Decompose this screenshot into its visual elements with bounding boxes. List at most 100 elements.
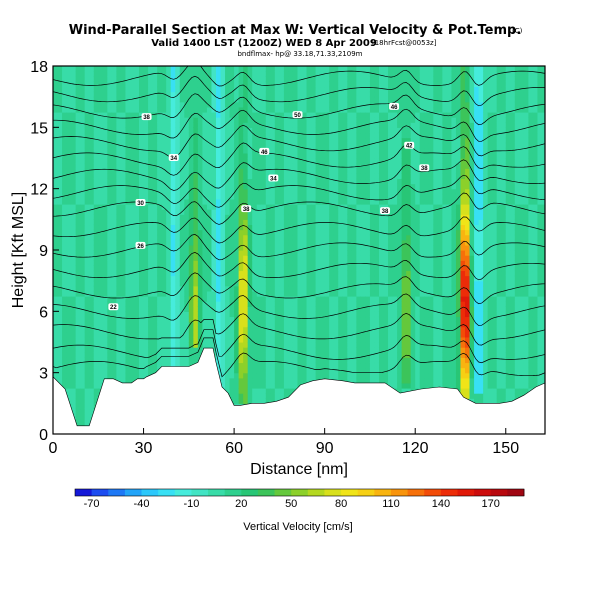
velocity-cell xyxy=(338,163,344,169)
velocity-cell xyxy=(184,239,190,246)
velocity-cell xyxy=(107,152,113,159)
velocity-cell xyxy=(152,321,158,328)
velocity-cell xyxy=(134,301,140,307)
velocity-cell xyxy=(197,255,204,261)
velocity-cell xyxy=(166,117,172,123)
velocity-cell xyxy=(320,137,326,144)
velocity-cell xyxy=(283,214,290,220)
velocity-cell xyxy=(53,362,59,369)
velocity-cell xyxy=(80,326,86,333)
velocity-cell xyxy=(57,198,63,205)
velocity-cell xyxy=(265,342,271,348)
velocity-cell xyxy=(111,96,117,103)
velocity-cell xyxy=(311,209,317,215)
velocity-cell xyxy=(270,117,276,123)
velocity-cell xyxy=(229,265,235,272)
velocity-cell xyxy=(143,255,149,261)
velocity-cell xyxy=(175,306,181,312)
velocity-cell xyxy=(57,326,63,333)
velocity-cell xyxy=(152,336,158,343)
velocity-cell xyxy=(220,122,226,128)
velocity-cell xyxy=(297,101,303,108)
velocity-cell xyxy=(347,142,353,149)
velocity-cell xyxy=(129,331,136,338)
velocity-cell xyxy=(80,178,86,185)
velocity-cell xyxy=(338,96,344,103)
velocity-cell xyxy=(320,352,326,358)
velocity-cell xyxy=(279,270,285,277)
velocity-cell xyxy=(139,91,145,98)
velocity-cell xyxy=(270,244,276,251)
velocity-cell xyxy=(107,71,113,77)
velocity-cell xyxy=(188,76,194,82)
velocity-cell xyxy=(238,137,244,144)
velocity-cell xyxy=(288,219,294,226)
velocity-cell xyxy=(256,81,262,88)
velocity-cell xyxy=(62,117,68,123)
velocity-cell xyxy=(297,357,303,364)
velocity-cell xyxy=(265,229,271,236)
velocity-cell xyxy=(134,342,140,348)
velocity-cell xyxy=(111,234,117,241)
velocity-cell xyxy=(57,367,63,374)
velocity-cell xyxy=(261,290,267,297)
velocity-cell xyxy=(98,275,104,282)
velocity-cell xyxy=(261,152,267,159)
velocity-cell xyxy=(274,270,280,277)
velocity-cell xyxy=(252,280,258,287)
velocity-cell xyxy=(315,280,321,287)
velocity-cell xyxy=(306,112,312,118)
velocity-cell xyxy=(238,158,244,164)
velocity-cell xyxy=(148,173,154,180)
velocity-cell xyxy=(234,285,240,292)
velocity-cell xyxy=(360,296,367,302)
velocity-cell xyxy=(270,250,276,256)
velocity-cell xyxy=(356,342,362,348)
velocity-cell xyxy=(265,168,271,174)
velocity-cell xyxy=(53,260,59,266)
velocity-cell xyxy=(292,127,299,134)
velocity-cell xyxy=(197,311,204,318)
velocity-cell xyxy=(107,91,113,98)
velocity-cell xyxy=(120,342,127,348)
velocity-cell xyxy=(202,71,208,77)
velocity-cell xyxy=(292,229,299,236)
velocity-cell xyxy=(197,91,204,98)
velocity-cell xyxy=(166,204,172,210)
velocity-cell xyxy=(75,377,81,384)
velocity-cell xyxy=(71,101,77,108)
velocity-cell xyxy=(252,209,258,215)
velocity-cell xyxy=(279,204,285,210)
velocity-cell xyxy=(71,280,77,287)
velocity-cell xyxy=(57,372,63,379)
velocity-cell xyxy=(170,270,176,277)
velocity-cell xyxy=(360,193,367,200)
velocity-cell xyxy=(360,280,367,287)
velocity-cell xyxy=(143,234,149,241)
velocity-cell xyxy=(152,101,158,108)
velocity-cell xyxy=(256,214,262,220)
velocity-cell xyxy=(225,280,231,287)
velocity-cell xyxy=(265,127,271,134)
velocity-cell xyxy=(148,224,154,231)
velocity-cell xyxy=(161,290,167,297)
velocity-cell xyxy=(80,198,86,205)
velocity-cell xyxy=(306,173,312,180)
velocity-cell xyxy=(66,265,72,272)
velocity-cell xyxy=(238,209,244,215)
velocity-cell xyxy=(53,311,59,318)
velocity-cell xyxy=(270,86,276,93)
velocity-cell xyxy=(252,377,258,384)
velocity-cell xyxy=(193,198,199,205)
velocity-cell xyxy=(292,280,299,287)
velocity-cell xyxy=(66,285,72,292)
velocity-cell xyxy=(220,296,226,302)
velocity-cell xyxy=(320,290,326,297)
velocity-cell xyxy=(102,255,108,261)
velocity-cell xyxy=(292,244,299,251)
velocity-cell xyxy=(311,362,317,369)
velocity-cell xyxy=(351,198,357,205)
velocity-cell xyxy=(351,357,357,364)
velocity-cell xyxy=(129,209,136,215)
